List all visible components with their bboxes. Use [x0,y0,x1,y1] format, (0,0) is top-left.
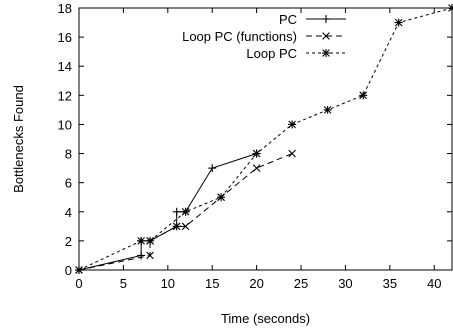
x-tick-label: 15 [205,276,219,291]
y-tick-label: 0 [65,263,72,278]
data-point [172,222,181,231]
y-tick-label: 14 [58,59,72,74]
legend-marker [322,32,330,40]
data-point [146,251,154,260]
legend-entry: Loop PC [246,46,346,61]
series-2 [75,4,453,274]
legend: PC Loop PC (functions) Loop PC [182,12,346,61]
y-tick-label: 12 [58,88,72,103]
y-tick-label: 8 [65,147,72,162]
x-tick-label: 30 [338,276,352,291]
x-tick-label: 20 [249,276,263,291]
data-point [217,193,226,202]
data-point [288,149,296,158]
series-line [78,153,293,271]
legend-label: Loop PC (functions) [182,29,297,44]
x-tick-label: 25 [294,276,308,291]
legend-label: Loop PC [246,46,297,61]
y-tick-label: 2 [65,234,72,249]
data-point [137,251,146,260]
data-point [359,91,368,100]
legend-marker [322,15,330,23]
x-tick-label: 10 [161,276,175,291]
legend-entry: PC [279,12,346,27]
data-point [181,222,190,231]
data-point [288,120,297,129]
y-axis-label: Bottlenecks Found [11,85,26,193]
legend-label: PC [279,12,297,27]
data-point [323,105,332,114]
x-tick-label: 40 [427,276,441,291]
data-point [252,164,261,172]
y-tick-label: 18 [58,1,72,16]
y-tick-label: 10 [58,117,72,132]
legend-entry: Loop PC (functions) [182,29,346,44]
data-point [181,207,190,216]
x-axis-label: Time (seconds) [221,311,310,326]
x-tick-label: 5 [120,276,127,291]
x-tick-label: 0 [75,276,82,291]
data-point [208,164,217,173]
data-point [252,149,261,158]
data-point [394,18,403,27]
y-tick-label: 4 [65,205,72,220]
data-point [146,236,155,245]
ticks-layer: 0 5 10 15 20 25 30 35 40 0 2 4 6 8 10 12 14 16 18 [58,1,452,291]
data-point [172,207,181,216]
y-tick-label: 16 [58,30,72,45]
x-tick-label: 35 [383,276,397,291]
data-point [137,236,146,245]
legend-marker [322,49,330,57]
series-0 [75,149,261,274]
plot-frame [78,7,453,271]
series-layer [75,4,453,274]
y-tick-label: 6 [65,176,72,191]
series-line [78,153,257,271]
